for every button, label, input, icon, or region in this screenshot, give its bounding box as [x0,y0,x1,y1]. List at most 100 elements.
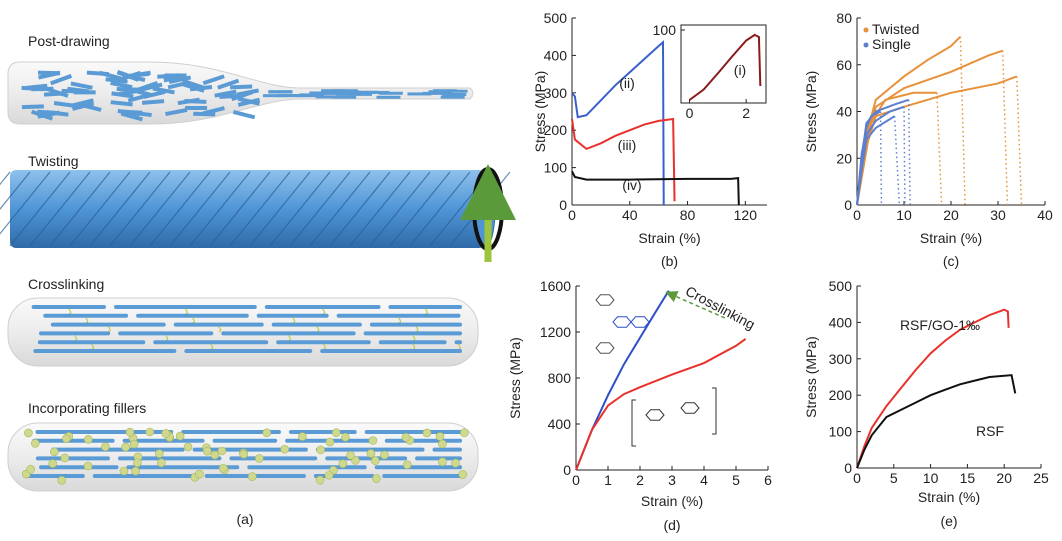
line [857,51,1003,205]
x-tick-label: 120 [734,207,758,223]
y-tick-label: 0 [844,460,852,476]
y-axis-label: Stress (MPa) [532,71,548,153]
step-title: Incorporating fillers [28,400,146,416]
rod [31,87,53,92]
rod [233,110,255,119]
line [572,171,739,205]
rod [257,314,329,318]
filler [347,451,355,459]
x-tick-label: 4 [700,472,708,488]
rod [118,331,213,335]
filler [372,475,380,483]
rod [423,92,447,95]
filler [101,443,109,451]
rod [332,96,356,99]
filler [157,459,165,467]
rod [389,305,462,309]
step-title: Crosslinking [28,276,104,292]
filler [436,432,444,440]
schematic: Post-drawing Twisting Crosslinking Incor… [0,33,510,527]
x-axis-label: Strain (%) [641,493,703,509]
rod [39,331,110,335]
filler [84,462,92,470]
x-tick-label: 1 [604,472,612,488]
filler [132,467,140,475]
filler [50,448,58,456]
failure-drop [937,93,942,205]
rod [382,474,462,478]
panel-caption: (b) [661,253,678,269]
rod [272,323,362,327]
rod [365,430,462,434]
filler [58,476,66,484]
molecule [631,317,649,327]
line [857,310,1009,468]
rod [136,314,249,318]
x-tick-label: 0 [686,105,694,121]
line [576,339,746,470]
y-tick-label: 300 [829,351,853,367]
y-tick-label: 100 [829,424,853,440]
rod [433,89,457,92]
line [857,116,895,205]
molecule [681,403,699,413]
rod [265,305,381,309]
series-label: (i) [734,62,746,78]
rod [32,439,114,443]
x-tick-label: 30 [990,207,1006,223]
x-tick-label: 80 [680,207,696,223]
rod [153,340,268,344]
filler [176,432,184,440]
filler [439,458,447,466]
filler [130,440,138,448]
filler [218,447,226,455]
rod [25,474,85,478]
y-axis-label: Stress (MPa) [803,71,819,153]
filler [341,433,349,441]
y-tick-label: 500 [829,278,853,294]
filler [122,443,130,451]
y-tick-label: 0 [559,197,567,213]
x-tick-label: 10 [896,207,912,223]
filler [162,429,170,437]
y-axis-label: Stress (MPa) [803,336,819,418]
rod [379,340,447,344]
x-tick-label: 0 [853,470,861,486]
rod [337,314,461,318]
y-tick-label: 400 [544,47,568,63]
x-tick-label: 40 [1037,207,1053,223]
rod [38,340,145,344]
filler [133,459,141,467]
series-label: RSF [976,423,1004,439]
twist-line [0,172,10,246]
filler [403,461,411,469]
filler [255,454,263,462]
molecule [596,295,614,305]
filler [49,460,57,468]
rod [43,314,128,318]
rod [221,331,355,335]
filler [423,429,431,437]
y-tick-label: 500 [544,10,568,26]
x-tick-label: 20 [996,470,1012,486]
x-tick-label: 2 [742,105,750,121]
x-tick-label: 0 [853,207,861,223]
caption: (a) [236,511,253,527]
filler [24,429,32,437]
legend-marker [864,43,869,48]
rod [375,465,462,469]
rod [117,87,139,92]
x-tick-label: 3 [668,472,676,488]
molecule [596,343,614,353]
filler [84,435,92,443]
filler [146,428,154,436]
filler [298,433,306,441]
rod [433,448,462,452]
filler [219,464,227,472]
panel-caption: (e) [940,513,957,529]
x-tick-label: 25 [1033,470,1049,486]
filler [460,429,468,437]
rod [276,340,371,344]
filler [263,429,271,437]
failure-drop [909,100,910,205]
